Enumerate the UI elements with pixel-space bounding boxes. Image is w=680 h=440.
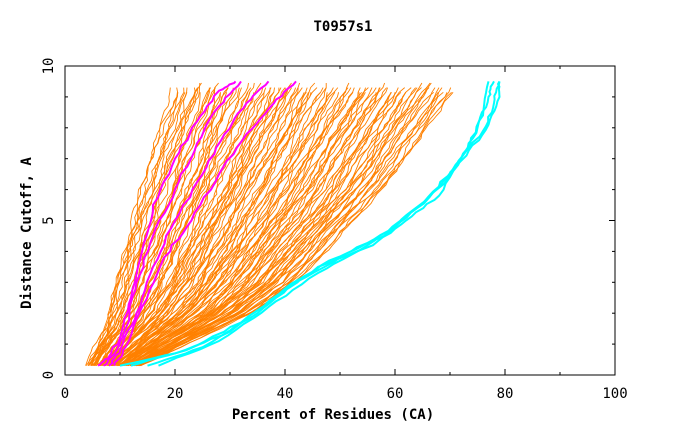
orange-series-line	[121, 87, 352, 367]
orange-series-line	[90, 92, 188, 366]
magenta-1-line	[97, 80, 237, 367]
orange-series-line	[103, 92, 255, 367]
orange-series-line	[91, 87, 198, 366]
cyan-3-line	[147, 81, 501, 367]
orange-series-line	[118, 87, 327, 367]
orange-series-line	[130, 87, 387, 367]
orange-series-line	[125, 82, 386, 367]
orange-series-line	[140, 92, 448, 367]
magenta-3-line	[108, 80, 270, 367]
orange-series-line	[116, 92, 312, 367]
orange-series-line	[108, 87, 286, 366]
orange-series-line	[132, 87, 399, 367]
y-tick-label: 0	[41, 371, 57, 379]
cyan-4-line	[158, 80, 501, 367]
orange-series-line	[124, 87, 367, 367]
orange-series-line	[129, 87, 405, 367]
orange-series-line	[115, 92, 328, 367]
orange-series-line	[139, 92, 454, 367]
orange-series-line	[91, 87, 211, 367]
highlight-series-group	[97, 80, 501, 367]
orange-series-line	[135, 82, 431, 367]
magenta-4-line	[113, 80, 297, 366]
orange-series-line	[106, 87, 286, 367]
orange-series-line	[120, 87, 339, 367]
x-tick-label: 40	[277, 386, 294, 402]
orange-series-line	[134, 87, 428, 367]
orange-series-line	[114, 91, 321, 367]
orange-series-line	[136, 91, 434, 367]
orange-series-line	[94, 87, 210, 366]
orange-series-line	[121, 92, 354, 367]
orange-series-line	[89, 87, 185, 366]
chart-title: T0957s1	[313, 19, 372, 35]
orange-series-line	[110, 92, 305, 367]
x-tick-label: 20	[167, 386, 184, 402]
orange-series-line	[104, 87, 275, 367]
x-axis-label: Percent of Residues (CA)	[232, 407, 434, 423]
orange-series-line	[100, 87, 252, 367]
orange-series-line	[130, 92, 392, 367]
x-tick-label: 100	[602, 386, 627, 402]
orange-series-line	[99, 92, 249, 366]
orange-series-line	[140, 91, 452, 367]
orange-series-line	[131, 92, 392, 367]
y-tick-label: 10	[41, 58, 57, 75]
orange-series-line	[105, 87, 271, 366]
orange-series-line	[128, 87, 380, 367]
orange-series-line	[111, 82, 301, 367]
orange-series-line	[110, 87, 303, 367]
y-tick-label: 5	[41, 216, 57, 224]
x-tick-label: 60	[387, 386, 404, 402]
x-tick-label: 0	[61, 386, 69, 402]
magenta-2-line	[102, 80, 242, 367]
orange-series-line	[127, 87, 373, 367]
x-tick-label: 80	[497, 386, 514, 402]
axis-ticks: 0 20 40 60 80 100 0 5 10	[41, 58, 628, 402]
y-axis-label: Distance Cutoff, A	[19, 157, 35, 309]
orange-series-line	[137, 87, 443, 367]
orange-series-line	[108, 87, 297, 367]
orange-series-line	[87, 92, 186, 367]
orange-series-line	[123, 92, 362, 367]
orange-series-line	[90, 87, 196, 366]
cyan-2-line	[130, 81, 490, 367]
